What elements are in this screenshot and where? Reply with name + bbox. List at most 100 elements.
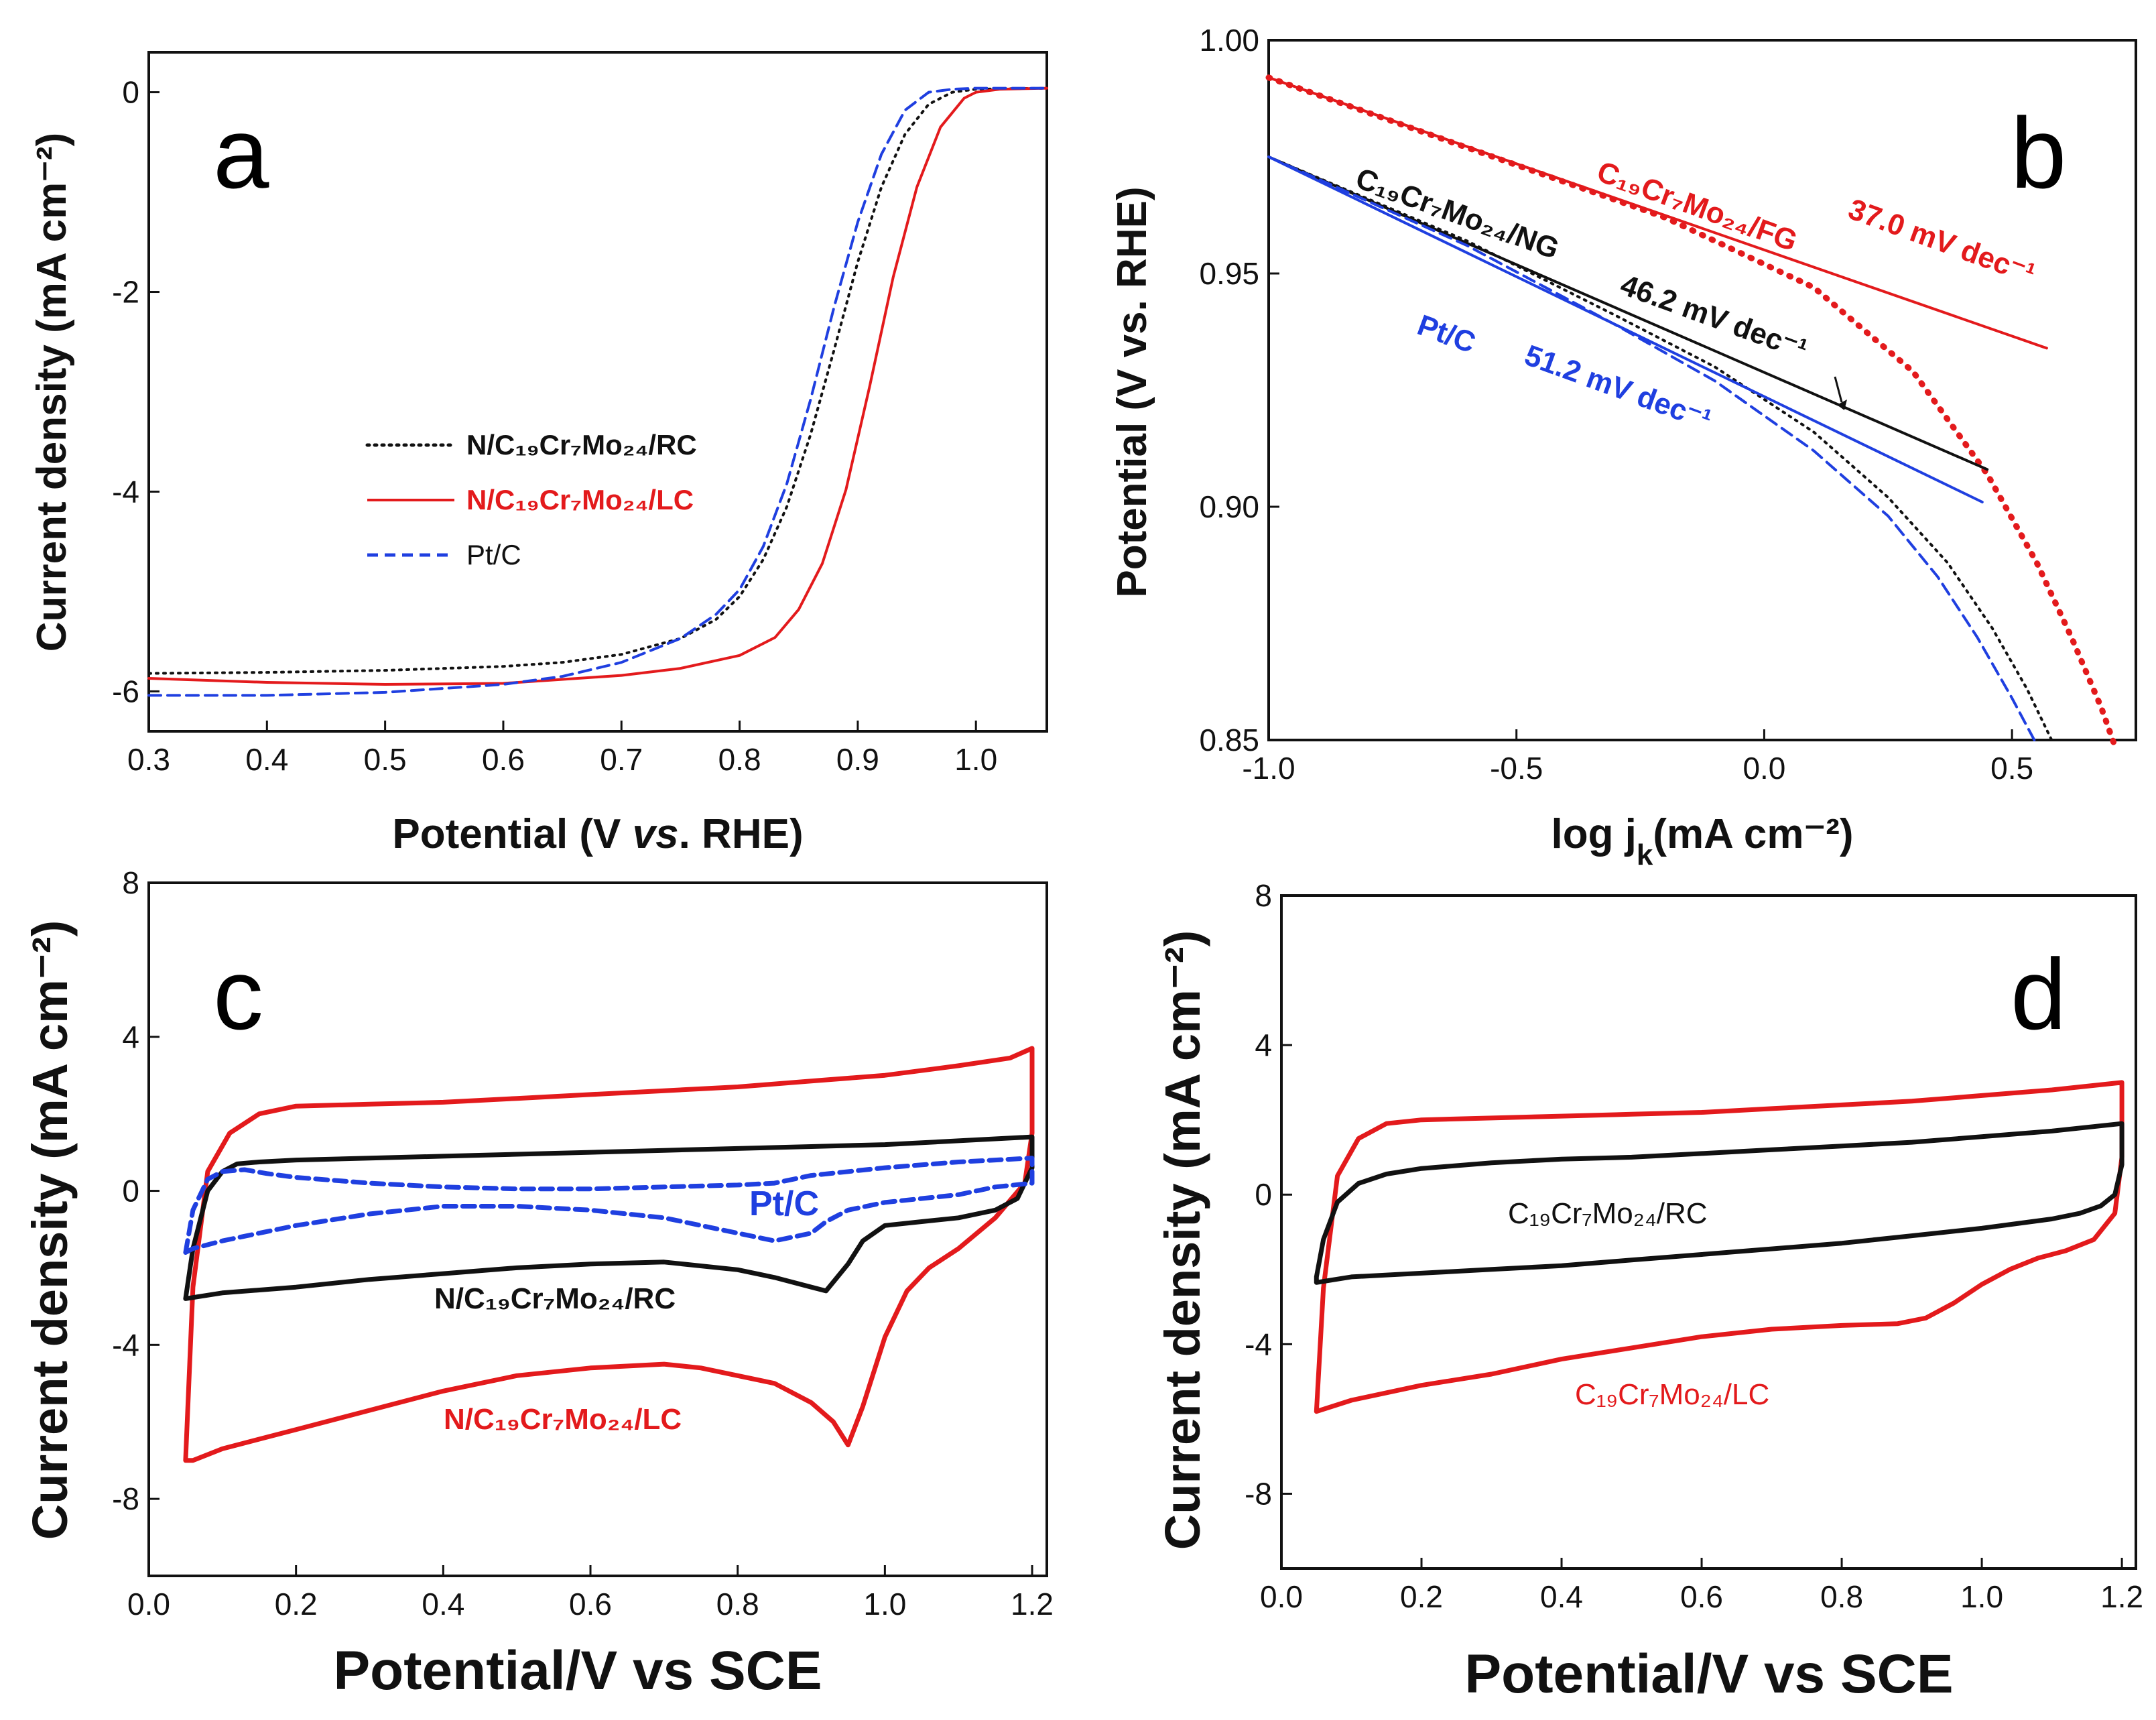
y-axis-label-c: Current density (mA cm⁻²) — [22, 920, 78, 1540]
x-tick-label: 0.5 — [364, 742, 407, 777]
series-c — [183, 1046, 1035, 1463]
panel-letter-d: d — [2011, 938, 2066, 1050]
x-tick-label: 0.9 — [836, 742, 879, 777]
x-tick-label: -0.5 — [1490, 751, 1543, 786]
x-tick-label: 0.2 — [275, 1587, 318, 1621]
annotation-fg-name: C₁₉Cr₇Mo₂₄/FG — [1593, 155, 1801, 257]
y-tick-label: -8 — [112, 1481, 139, 1516]
x-tick-label: 1.0 — [863, 1587, 906, 1621]
panel-d: 0.0 0.2 0.4 0.6 0.8 1.0 1.2 8 4 0 -4 -8 d C₁₉Cr₇Mo… — [1155, 878, 2143, 1705]
plot-frame-c — [147, 881, 1048, 1577]
series-line-c19cr7mo24-lc — [1314, 1080, 2125, 1414]
y-tick-label: 8 — [122, 865, 139, 900]
y-tick-label: 0 — [122, 75, 139, 110]
series-line-n-c19cr7mo24-rc — [147, 86, 1048, 675]
y-tick-label: 0.85 — [1199, 723, 1259, 757]
x-axis-label-d: Potential/V vs SCE — [1464, 1644, 1953, 1705]
series-line-c19cr7mo24-ng-fit — [1267, 156, 1989, 471]
x-tick-label: 0.4 — [422, 1587, 464, 1621]
y-tick-label: 4 — [1255, 1028, 1272, 1062]
legend-label-rc: N/C₁₉Cr₇Mo₂₄/RC — [466, 429, 697, 460]
y-tick-label: -4 — [112, 1327, 139, 1362]
x-tick-label: 1.0 — [1960, 1579, 2003, 1614]
x-tick-label: -1.0 — [1242, 751, 1295, 786]
annotation-rc: N/C₁₉Cr₇Mo₂₄/RC — [434, 1282, 676, 1315]
x-tick-label: 0.6 — [569, 1587, 612, 1621]
y-tick-label: 4 — [122, 1020, 139, 1054]
legend-label-lc: N/C₁₉Cr₇Mo₂₄/LC — [466, 484, 694, 515]
series-line-c19cr7mo24-fg-data — [1265, 74, 2119, 753]
x-axis-label-b: log jk(mA cm⁻²) — [1551, 811, 1853, 871]
annotation-arrow-ng — [1834, 376, 1843, 403]
plot-frame-a — [147, 51, 1048, 733]
x-axis-label-a: Potential (V vs. RHE) — [392, 811, 803, 857]
series-b — [1265, 74, 2119, 753]
y-tick-label: -4 — [112, 474, 139, 509]
series-line-pt-c-data — [1267, 156, 2039, 746]
series-line-n-c19cr7mo24-lc — [147, 86, 1048, 686]
x-axis-label-c: Potential/V vs SCE — [333, 1640, 822, 1701]
x-tick-label: 0.0 — [1260, 1579, 1303, 1614]
annotation-ptc-name: Pt/C — [1413, 308, 1480, 359]
panel-letter-c: c — [213, 938, 263, 1050]
y-axis-label-d: Current density (mA cm⁻²) — [1155, 930, 1210, 1550]
x-tick-label: 0.8 — [1820, 1579, 1863, 1614]
y-tick-label: -4 — [1245, 1327, 1272, 1361]
x-ticks-c: 0.0 0.2 0.4 0.6 0.8 1.0 1.2 — [127, 1565, 1054, 1621]
y-tick-label: 8 — [1255, 878, 1272, 913]
y-tick-label: 0 — [1255, 1177, 1272, 1212]
x-tick-label: 0.3 — [127, 742, 170, 777]
y-axis-label-a: Current density (mA cm⁻²) — [29, 133, 75, 652]
y-tick-label: 1.00 — [1199, 23, 1259, 58]
panel-letter-a: a — [213, 97, 269, 209]
panel-letter-b: b — [2011, 97, 2066, 209]
x-tick-label: 1.2 — [2100, 1579, 2143, 1614]
annotation-rc-d: C₁₉Cr₇Mo₂₄/RC — [1508, 1197, 1708, 1230]
series-line-c19cr7mo24-rc — [1314, 1121, 2125, 1285]
panel-b: -1.0 -0.5 0.0 0.5 0.85 0.90 0.95 1.00 b log jk… — [1109, 23, 2137, 871]
y-tick-label: 0.90 — [1199, 489, 1259, 524]
annotation-ptc: Pt/C — [749, 1184, 819, 1223]
series-a — [147, 86, 1048, 697]
y-ticks-c: 8 4 0 -4 -8 — [112, 865, 160, 1516]
x-tick-label: 0.0 — [1742, 751, 1785, 786]
x-tick-label: 0.6 — [482, 742, 525, 777]
x-tick-label: 1.0 — [954, 742, 997, 777]
x-tick-label: 0.6 — [1680, 1579, 1723, 1614]
y-tick-label: -6 — [112, 674, 139, 709]
series-line-c19cr7mo24-fg-fit — [1267, 76, 2048, 350]
x-tick-label: 0.4 — [1540, 1579, 1583, 1614]
annotation-lc-d: C₁₉Cr₇Mo₂₄/LC — [1575, 1378, 1769, 1411]
x-tick-label: 0.0 — [127, 1587, 170, 1621]
y-ticks-d: 8 4 0 -4 -8 — [1245, 878, 1292, 1511]
series-line-c19cr7mo24-ng-data — [1267, 156, 2053, 741]
y-axis-label-b: Potential (V vs. RHE) — [1109, 186, 1155, 597]
y-ticks-a: 0 -2 -4 -6 — [112, 75, 160, 709]
y-tick-label: -8 — [1245, 1476, 1272, 1511]
annotation-ptc-slope: 51.2 mV dec⁻¹ — [1521, 339, 1716, 436]
series-line-pt-c — [183, 1156, 1035, 1255]
x-tick-label: 0.8 — [716, 1587, 759, 1621]
series-line-n-c19cr7mo24-rc — [183, 1134, 1035, 1301]
series-line-pt-c-fit — [1267, 156, 1984, 503]
annotation-lc: N/C₁₉Cr₇Mo₂₄/LC — [444, 1403, 682, 1436]
y-tick-label: 0.95 — [1199, 256, 1259, 291]
x-tick-label: 0.4 — [245, 742, 288, 777]
y-ticks-b: 0.85 0.90 0.95 1.00 — [1199, 23, 1279, 757]
series-d — [1314, 1080, 2125, 1414]
series-line-n-c19cr7mo24-lc — [183, 1046, 1035, 1463]
annotation-arrowhead-ng — [1837, 400, 1847, 410]
y-tick-label: -2 — [112, 275, 139, 310]
x-ticks-d: 0.0 0.2 0.4 0.6 0.8 1.0 1.2 — [1260, 1558, 2143, 1614]
x-ticks-b: -1.0 -0.5 0.0 0.5 — [1242, 729, 2033, 786]
panel-a: 0.3 0.4 0.5 0.6 0.7 0.8 0.9 1.0 0 -2 -4 -6 a Poten… — [29, 51, 1048, 857]
x-tick-label: 0.5 — [1990, 751, 2033, 786]
panel-c: 0.0 0.2 0.4 0.6 0.8 1.0 1.2 8 4 0 -4 -8 c Pt/C N/C… — [22, 865, 1054, 1701]
x-tick-label: 0.7 — [600, 742, 643, 777]
y-tick-label: 0 — [122, 1174, 139, 1209]
x-tick-label: 0.8 — [718, 742, 761, 777]
series-line-pt-c — [147, 86, 1048, 697]
x-tick-label: 1.2 — [1011, 1587, 1054, 1621]
legend-a: N/C₁₉Cr₇Mo₂₄/RC N/C₁₉Cr₇Mo₂₄/LC Pt/C — [365, 429, 697, 570]
